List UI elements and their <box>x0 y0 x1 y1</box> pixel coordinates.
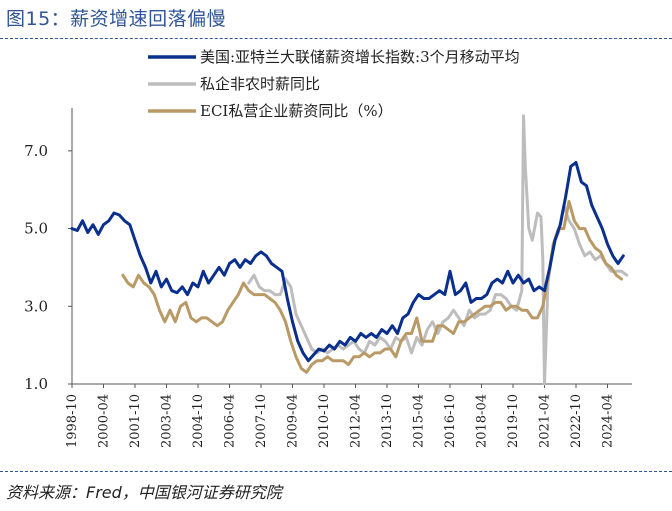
x-tick-label: 2001-10 <box>128 394 143 448</box>
y-tick-label: 7.0 <box>24 142 48 160</box>
x-tick-label: 2009-04 <box>286 394 301 448</box>
x-tick-label: 2022-10 <box>569 394 584 448</box>
series-line-1 <box>70 161 625 363</box>
x-tick-label: 2004-10 <box>191 394 206 448</box>
series-line-3 <box>121 199 623 374</box>
x-tick-label: 2006-04 <box>223 394 238 448</box>
x-tick-label: 2012-04 <box>349 394 364 448</box>
bottom-divider <box>0 471 672 472</box>
x-tick-label: 1998-10 <box>65 394 80 448</box>
line-chart: 1.0 3.0 5.0 7.0 1998-10 2000-04 2001-10 2003-04… <box>24 48 632 448</box>
figure-title: 图15：薪资增速回落偏慢 <box>6 8 227 30</box>
x-tick-label: 2018-04 <box>475 394 490 448</box>
x-tick-label: 2015-04 <box>412 394 427 448</box>
y-tick-label: 3.0 <box>24 297 48 315</box>
x-tick-label: 2013-10 <box>380 394 395 448</box>
x-tick-label: 2024-04 <box>601 394 616 448</box>
x-tick-label: 2016-10 <box>443 394 458 448</box>
x-tick-label: 2021-04 <box>538 394 553 448</box>
x-tick-label: 2007-10 <box>254 394 269 448</box>
top-divider <box>0 38 672 39</box>
legend-label-1: 美国:亚特兰大联储薪资增长指数:3个月移动平均 <box>200 48 520 66</box>
y-tick-label: 1.0 <box>24 375 48 393</box>
x-tick-label: 2000-04 <box>97 394 112 448</box>
legend-label-3: ECI私营企业薪资同比（%） <box>200 102 393 120</box>
x-tick-label: 2003-04 <box>160 394 175 448</box>
source-note: 资料来源：Fred，中国银河证券研究院 <box>6 483 282 502</box>
x-tick-label: 2019-10 <box>506 394 521 448</box>
y-tick-label: 5.0 <box>24 220 48 238</box>
legend-label-2: 私企非农时薪同比 <box>200 75 320 93</box>
x-tick-label: 2010-10 <box>317 394 332 448</box>
series-line-2 <box>247 114 629 386</box>
